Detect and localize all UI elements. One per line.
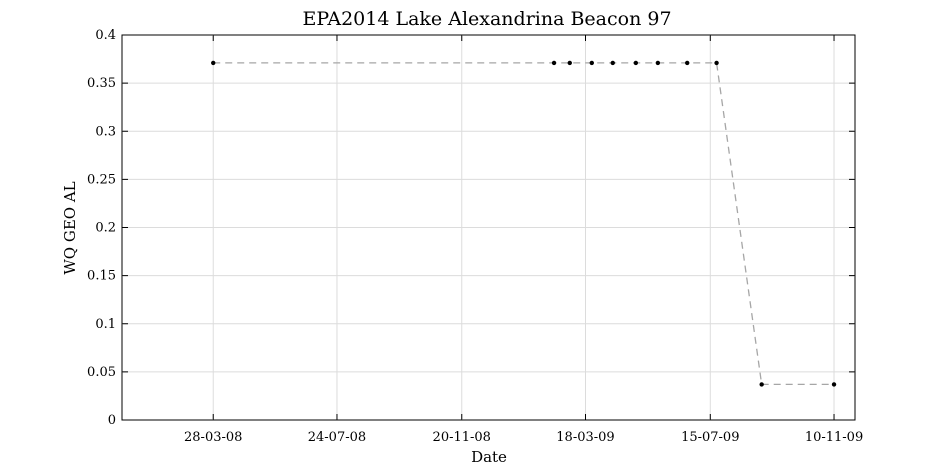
data-point bbox=[551, 60, 557, 66]
data-point bbox=[633, 60, 639, 66]
data-point bbox=[655, 60, 661, 66]
y-tick-label: 0.05 bbox=[87, 365, 116, 380]
data-point bbox=[567, 60, 572, 66]
data-point bbox=[589, 60, 594, 66]
data-point bbox=[714, 60, 719, 66]
series-group bbox=[211, 60, 837, 387]
y-tick-label: 0.2 bbox=[95, 221, 116, 236]
x-axis-label: Date bbox=[471, 448, 507, 466]
data-point bbox=[610, 60, 615, 66]
data-point bbox=[685, 60, 690, 66]
y-tick-label: 0.3 bbox=[95, 124, 116, 139]
y-tick-label: 0 bbox=[108, 413, 116, 428]
y-axis-label: WQ GEO AL bbox=[61, 181, 79, 274]
x-tick-label: 15-07-09 bbox=[681, 430, 739, 445]
data-point bbox=[759, 382, 764, 387]
x-tick-label: 10-11-09 bbox=[805, 430, 863, 445]
y-tick-label: 0.1 bbox=[95, 317, 116, 332]
chart-title: EPA2014 Lake Alexandrina Beacon 97 bbox=[302, 8, 671, 30]
grid-lines bbox=[122, 35, 855, 420]
data-point bbox=[211, 60, 216, 66]
y-tick-label: 0.4 bbox=[95, 28, 116, 43]
y-tick-label: 0.15 bbox=[87, 269, 116, 284]
x-tick-label: 18-03-09 bbox=[556, 430, 614, 445]
x-tick-label: 20-11-08 bbox=[433, 430, 491, 445]
y-tick-label: 0.35 bbox=[87, 76, 116, 91]
x-tick-label: 24-07-08 bbox=[308, 430, 366, 445]
x-tick-label: 28-03-08 bbox=[184, 430, 242, 445]
data-point bbox=[831, 382, 837, 387]
axis-ticks: 0 0.05 0.1 0.15 0.2 0.25 0.3 0.35 0.4 28-03-08 24-… bbox=[87, 28, 863, 445]
y-tick-label: 0.25 bbox=[87, 172, 116, 187]
